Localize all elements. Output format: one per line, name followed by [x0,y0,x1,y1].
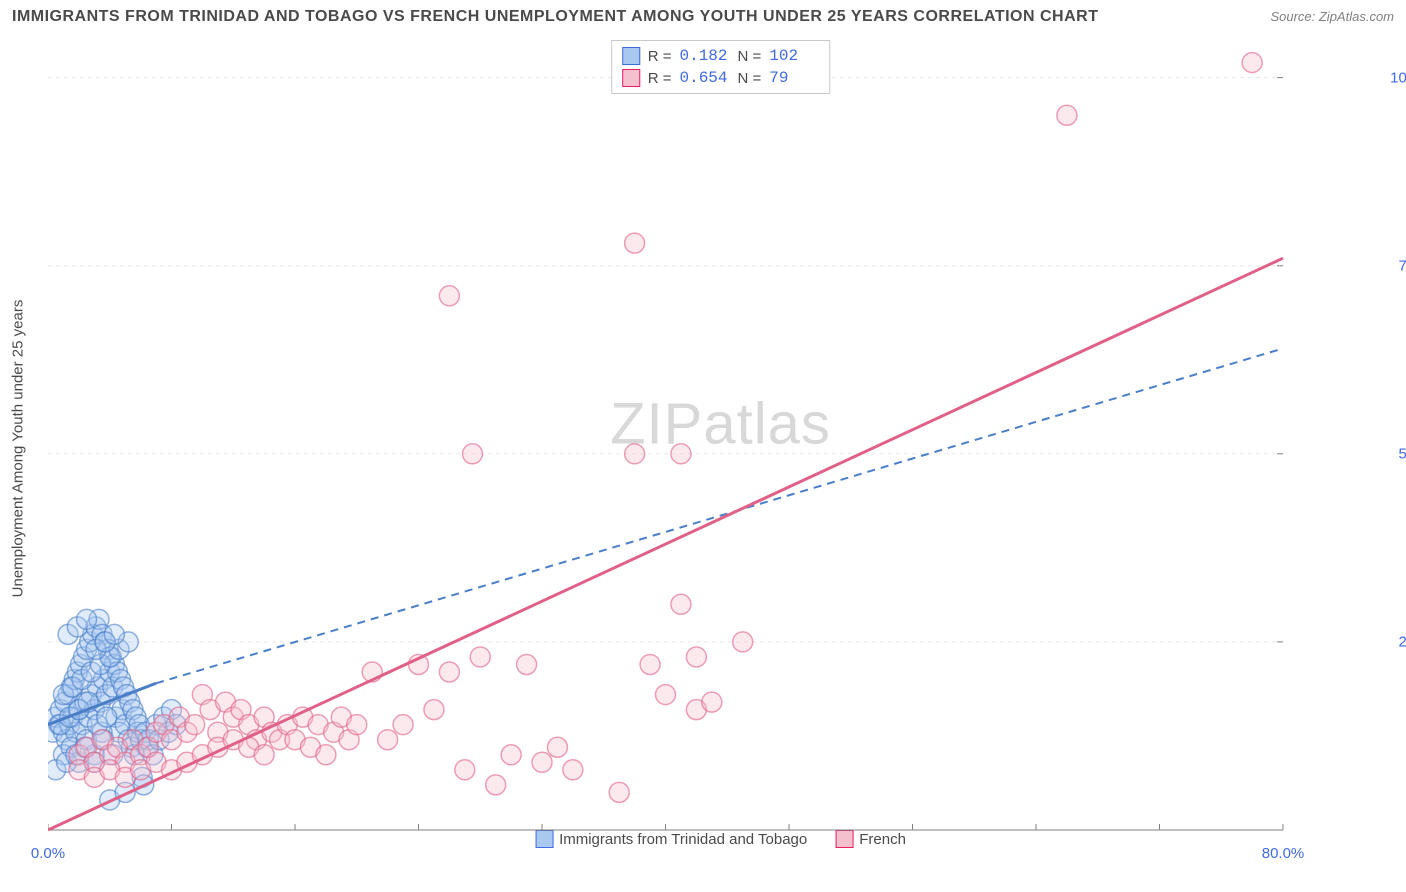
source-label: Source: ZipAtlas.com [1270,9,1394,24]
y-tick-label: 50.0% [1398,445,1406,462]
r-label: R = [648,48,672,65]
y-axis-label: Unemployment Among Youth under 25 years [10,300,27,598]
r-label: R = [648,70,672,87]
x-tick-label: 80.0% [1262,845,1305,862]
scatter-plot [48,40,1393,840]
n-value-0: 102 [769,47,819,65]
chart-title: IMMIGRANTS FROM TRINIDAD AND TOBAGO VS F… [12,8,1098,26]
n-label: N = [738,48,762,65]
r-value-1: 0.654 [680,69,730,87]
n-label: N = [738,70,762,87]
swatch-series-1 [622,69,640,87]
r-value-0: 0.182 [680,47,730,65]
swatch-series-0 [622,47,640,65]
x-tick-label: 0.0% [31,845,65,862]
n-value-1: 79 [769,69,819,87]
chart-area: Unemployment Among Youth under 25 years … [48,40,1393,840]
stats-box: R = 0.182 N = 102 R = 0.654 N = 79 [611,40,831,94]
header: IMMIGRANTS FROM TRINIDAD AND TOBAGO VS F… [12,8,1394,26]
y-tick-label: 25.0% [1398,633,1406,650]
y-tick-label: 75.0% [1398,257,1406,274]
stats-row-series-0: R = 0.182 N = 102 [622,45,820,67]
stats-row-series-1: R = 0.654 N = 79 [622,67,820,89]
